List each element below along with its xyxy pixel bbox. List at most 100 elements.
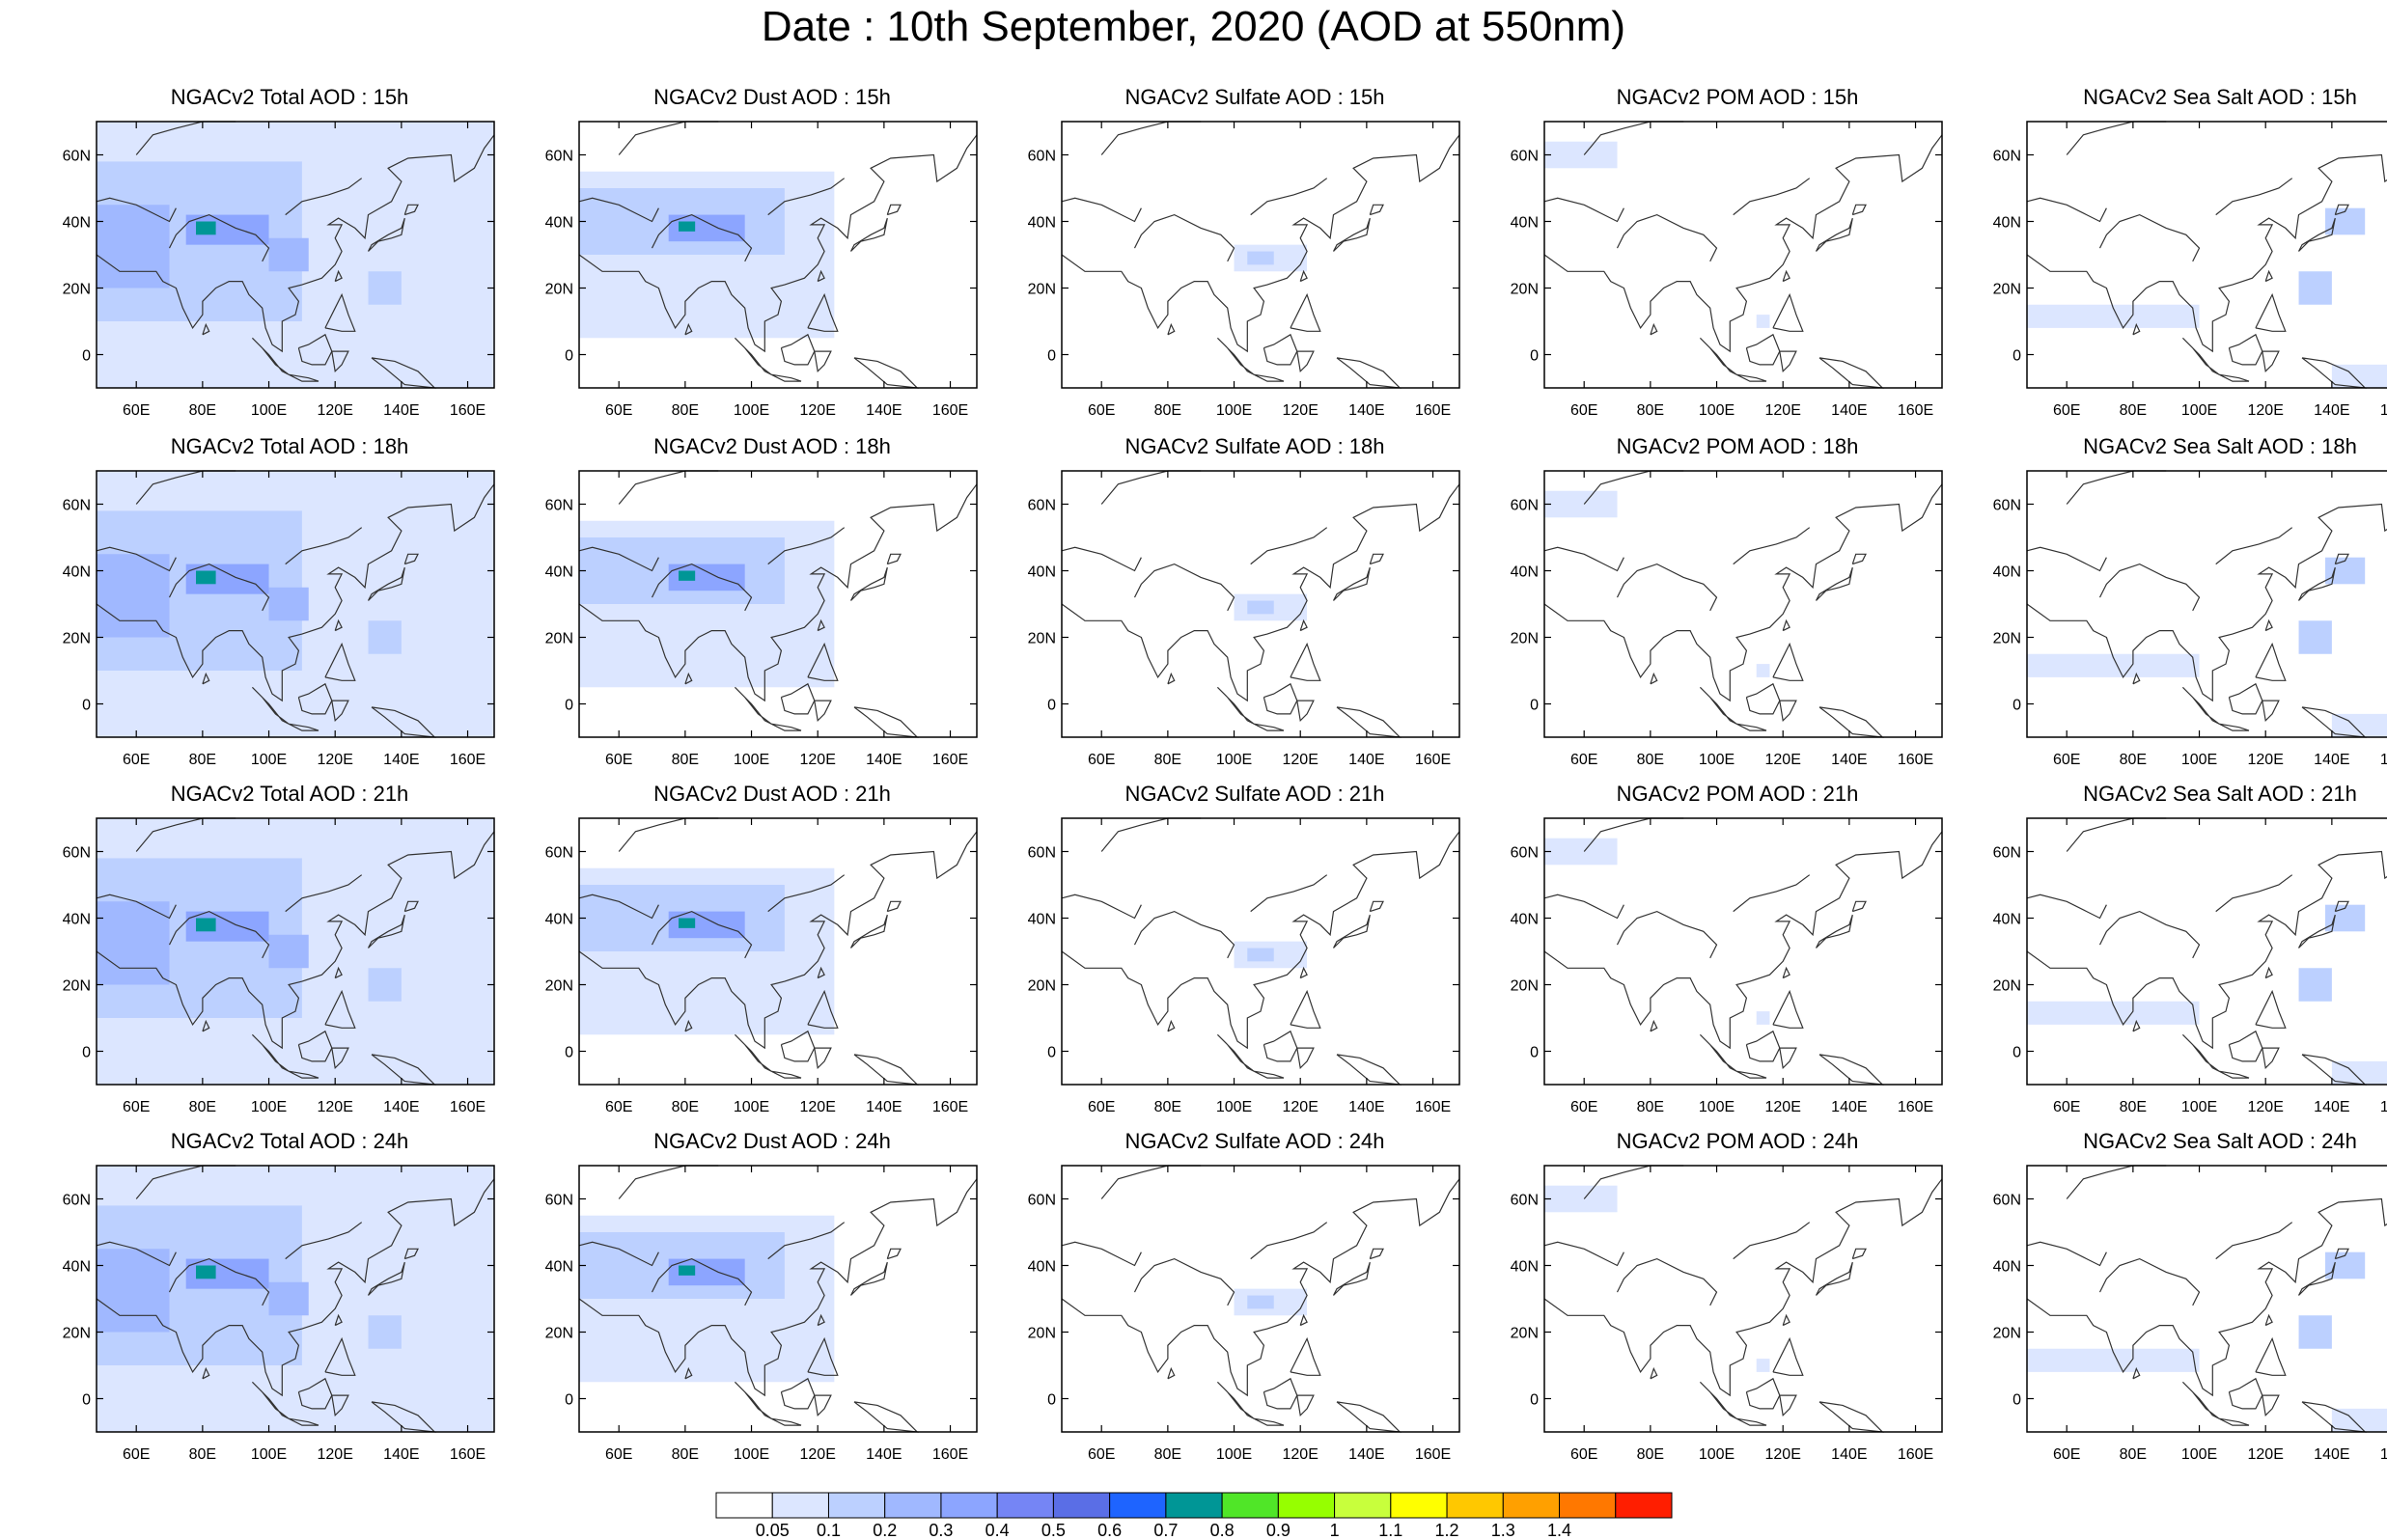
coastline [1543,831,1943,1050]
map-frame [1543,817,1943,1086]
lon-tick-label: 160E [932,752,968,768]
colorbar-label: 1.3 [1491,1521,1515,1539]
aod-colorbar: 0.05 0.1 0.2 0.3 0.4 0.5 0.6 0.7 0.8 0.9 1 1.1 1.2 1.… [715,1492,1673,1539]
coastline [2026,850,2387,1050]
aod-region [679,918,696,928]
lon-tick-label: 140E [2314,752,2349,768]
colorbar-label: 0.3 [929,1521,953,1539]
lon-tick-label: 120E [2248,1099,2284,1115]
coastline [1543,546,1624,572]
coastline [1735,723,1767,731]
coastline [285,178,363,216]
coastline [1061,894,1142,920]
aod-shading [1544,490,1770,677]
aod-region [97,554,170,638]
lon-tick-label: 60E [2053,1446,2080,1463]
aod-shading [1544,141,1770,328]
coastline [1336,1401,1402,1433]
lon-tick-label: 140E [1831,752,1867,768]
coastline [780,682,816,715]
aod-shading [2027,1251,2387,1432]
lat-tick-label: 20N [1511,282,1539,298]
lon-tick-label: 140E [2314,1446,2349,1463]
coastline [96,197,177,223]
map-frame [1061,470,1460,738]
lat-tick-label: 20N [63,978,91,995]
coastline [1332,914,1371,949]
lat-tick-label: 0 [565,348,573,365]
panel-title: NGACv2 Dust AOD : 21h [653,782,891,806]
map-panel: NGACv2 Sulfate AOD : 15h 60N 40N 20N 0 60E 80E… [1013,85,1496,432]
lat-tick-label: 60N [545,845,573,862]
map-panel: NGACv2 Sea Salt AOD : 21h 60N 40N 20N 0 60E 80… [1979,782,2387,1129]
aod-shading [1234,1288,1308,1316]
coastline [1782,1313,1790,1327]
coastline [1250,874,1328,913]
lon-tick-label: 100E [1216,1446,1252,1463]
aod-shading [579,1215,835,1383]
map-panel: NGACv2 Dust AOD : 18h 60N 40N 20N 0 60E 80E 100… [531,434,1013,782]
lat-tick-label: 60N [1511,1193,1539,1209]
figure-title: Date : 10th September, 2020 (AOD at 550n… [761,3,1626,50]
coastline [684,1366,693,1380]
coastline [767,178,846,216]
lat-tick-label: 40N [545,912,573,928]
coastline [734,1381,772,1419]
coastline [1250,527,1328,565]
coastline [1263,1377,1298,1410]
coastline [2228,1030,2263,1062]
coastline [2334,1248,2349,1260]
lon-tick-label: 140E [383,1099,419,1115]
lon-tick-label: 80E [189,1446,216,1463]
coastline [1779,350,1797,373]
lat-tick-label: 40N [1993,564,2021,581]
coastline [1263,333,1298,366]
lon-tick-label: 160E [1415,402,1451,419]
coastline [2264,269,2273,283]
coastline [886,900,902,913]
coastline [403,553,419,565]
coastline [2262,1047,2280,1070]
aod-region [1756,1359,1770,1372]
aod-region [1756,664,1770,677]
aod-region [196,918,216,932]
colorbar-swatch [1165,1492,1223,1519]
lat-tick-label: 20N [1993,631,2021,647]
lon-tick-label: 80E [189,402,216,419]
lon-tick-label: 120E [318,1446,353,1463]
coastline [1332,217,1371,252]
aod-region [1247,1295,1274,1309]
coastline [853,706,919,738]
panel-title: NGACv2 Sea Salt AOD : 15h [2083,85,2357,109]
lon-tick-label: 120E [1283,1099,1318,1115]
colorbar-label: 1 [1330,1521,1340,1539]
coastlines [2026,470,2387,738]
coastline [849,914,888,949]
coastline [2098,910,2201,959]
coastline [1782,966,1790,979]
panel-title: NGACv2 Total AOD : 24h [170,1129,409,1153]
lon-tick-label: 80E [672,1099,699,1115]
coastline [96,134,495,353]
lat-tick-label: 0 [1530,698,1539,714]
lat-tick-label: 20N [1511,978,1539,995]
coastline [578,1178,978,1397]
lat-tick-label: 20N [545,978,573,995]
coastline [651,1257,753,1306]
coastline [1782,269,1790,283]
coastline [1167,1366,1176,1380]
lon-tick-label: 80E [1154,752,1181,768]
coastline [2297,914,2336,949]
map-plot: 60N 40N 20N 0 60E 80E 100E 120E 140E 160E [1511,470,1943,768]
aod-region [1247,948,1274,962]
lon-tick-label: 60E [1570,752,1597,768]
lat-tick-label: 60N [1993,1193,2021,1209]
coastline [2264,966,2273,979]
coastline [334,619,343,632]
map-frame [1061,121,1460,389]
aod-region [97,1249,170,1333]
lon-tick-label: 160E [932,402,968,419]
coastline [780,1030,816,1062]
coastline [334,269,343,283]
coastline [1296,700,1315,723]
